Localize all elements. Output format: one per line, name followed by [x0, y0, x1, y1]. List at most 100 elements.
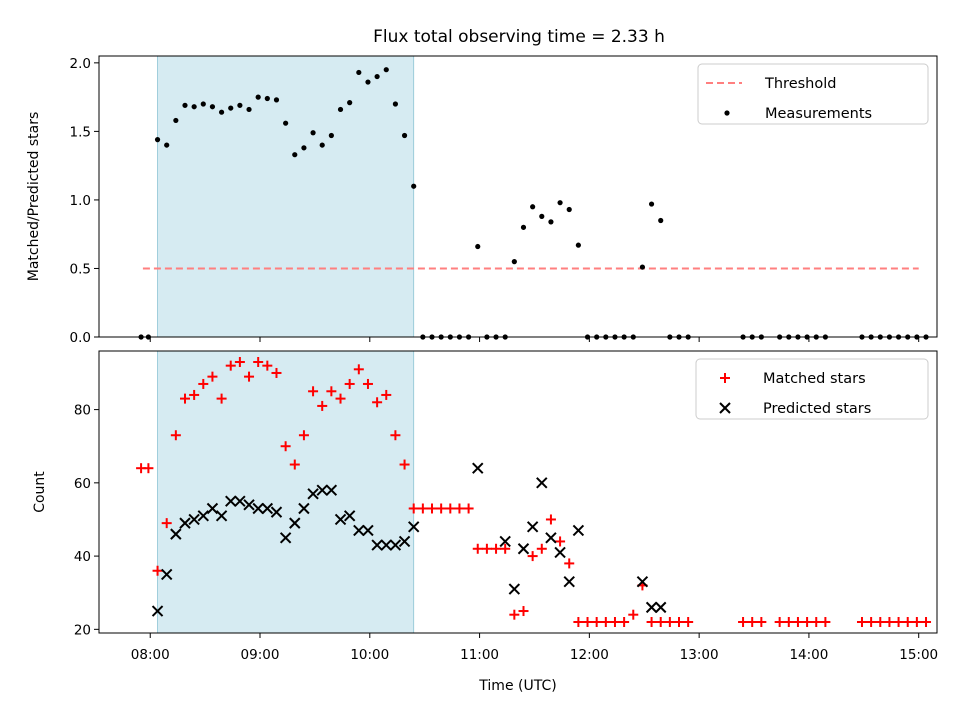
measurement-point [191, 104, 197, 110]
measurement-point [164, 142, 170, 148]
x-tick-label: 11:00 [460, 647, 499, 663]
measurement-point [310, 130, 316, 136]
measurement-point [301, 145, 307, 151]
x-axis-title: Time (UTC) [478, 678, 556, 694]
matched-star-point [738, 617, 749, 628]
predicted-star-point [298, 502, 310, 515]
predicted-star-point [279, 532, 292, 544]
predicted-star-point [380, 539, 392, 551]
matched-star-point [875, 617, 886, 628]
measurement-point [237, 102, 243, 108]
y-axis-title: Matched/Predicted stars [26, 112, 42, 282]
matched-star-point [564, 558, 575, 569]
measurement-point [173, 117, 179, 124]
legend-measurement-swatch [724, 110, 730, 116]
measurement-point [530, 204, 536, 210]
matched-star-point [491, 543, 502, 554]
matched-star-point [902, 617, 913, 628]
predicted-star-point [225, 495, 237, 507]
matched-star-point [619, 617, 630, 628]
matched-star-point [674, 617, 685, 628]
measurement-point [411, 183, 417, 189]
matched-star-point [390, 430, 401, 441]
predicted-star-point [389, 539, 402, 551]
predicted-star-point [343, 510, 356, 522]
predicted-star-point [517, 543, 530, 555]
legend-label: Predicted stars [763, 401, 871, 417]
matched-star-point [189, 389, 200, 400]
x-tick-label: 10:00 [350, 647, 389, 663]
measurement-point [520, 224, 527, 230]
y-tick-label: 20 [74, 622, 91, 638]
measurement-point [648, 201, 655, 207]
matched-star-point [262, 360, 273, 371]
matched-star-point [545, 514, 556, 525]
predicted-star-point [206, 502, 219, 515]
matched-star-point [628, 609, 639, 620]
measurement-point [264, 95, 270, 102]
matched-star-point [655, 617, 666, 628]
count-panel: 20 40 60 80 08:00 09:00 10:00 11:00 12:00 13:00 14… [32, 350, 938, 694]
y-tick-label: 40 [74, 549, 91, 565]
matched-star-point [820, 617, 831, 628]
measurement-point [401, 132, 408, 139]
matched-star-point [573, 617, 584, 628]
measurement-point [182, 102, 188, 108]
predicted-star-point [563, 576, 575, 588]
predicted-star-point [215, 510, 228, 522]
matched-star-point [609, 617, 620, 628]
predicted-star-point [536, 477, 548, 489]
predicted-star-point [499, 535, 511, 548]
predicted-star-point [289, 517, 301, 529]
matched-star-point [454, 503, 465, 514]
measurement-point [292, 152, 298, 158]
predicted-star-point [572, 524, 585, 537]
predicted-star-point [252, 502, 264, 515]
measurement-point [209, 104, 216, 110]
y-tick-label: 60 [74, 476, 91, 492]
matched-star-point [481, 543, 492, 554]
matched-star-point [308, 386, 319, 397]
matched-star-point [335, 393, 346, 404]
matched-star-point [591, 617, 602, 628]
measurement-point [374, 73, 380, 80]
measurement-point [475, 243, 481, 250]
matched-star-point [362, 378, 373, 389]
matched-star-point [179, 393, 190, 404]
measurement-point [511, 259, 517, 265]
matched-star-point [866, 617, 877, 628]
predicted-star-point [334, 513, 347, 526]
matched-star-point [253, 356, 264, 367]
shaded-interval [157, 55, 415, 338]
y-tick-label: 2.0 [70, 56, 91, 72]
matched-star-point [289, 459, 300, 470]
y-tick-label: 1.0 [70, 193, 91, 209]
matched-star-point [472, 543, 483, 554]
matched-star-point [417, 503, 428, 514]
predicted-star-point [398, 535, 411, 548]
matched-star-point [344, 378, 355, 389]
matched-star-point [756, 617, 767, 628]
predicted-star-point [472, 462, 484, 474]
matched-star-point [244, 371, 255, 382]
matched-star-point [921, 617, 932, 628]
measurement-point [328, 132, 334, 139]
matched-star-point [152, 565, 163, 576]
predicted-star-point [545, 532, 557, 544]
matched-star-point [280, 441, 291, 452]
matched-star-point [811, 617, 822, 628]
matched-star-point [317, 400, 328, 411]
matched-star-point [582, 617, 593, 628]
predicted-star-point [261, 502, 274, 515]
matched-star-point [893, 617, 904, 628]
measurement-point [347, 100, 353, 106]
matched-star-point [884, 617, 895, 628]
predicted-star-point [371, 539, 383, 551]
matched-star-point [271, 367, 282, 378]
matched-star-point [326, 386, 337, 397]
matched-star-point [372, 397, 383, 408]
matched-star-point [783, 617, 794, 628]
matched-star-point [399, 459, 410, 470]
matched-star-point [234, 356, 245, 367]
matched-star-point [555, 536, 566, 547]
